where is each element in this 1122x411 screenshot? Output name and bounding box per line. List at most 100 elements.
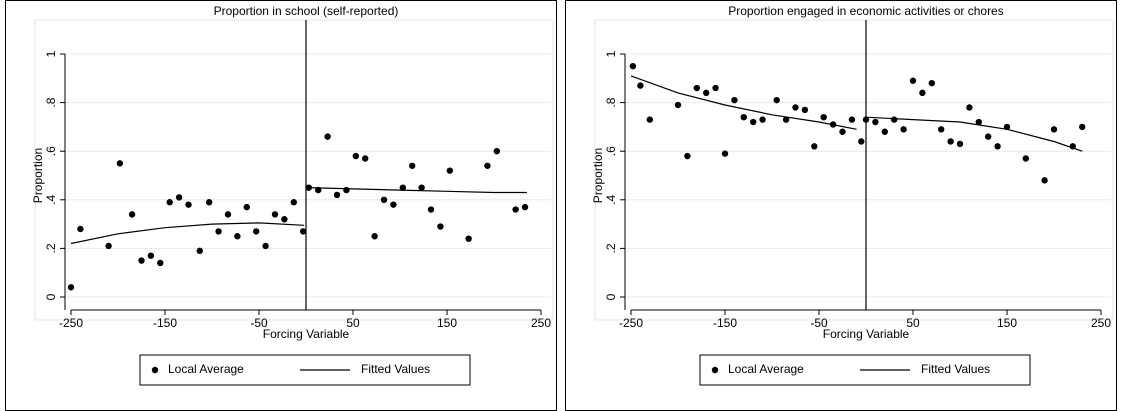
- local-average-point: [271, 211, 279, 218]
- chart-panel: Proportion in school (self-reported) 0 .2.…: [5, 0, 557, 411]
- local-average-point: [703, 89, 710, 97]
- x-tick-label: 50: [906, 316, 920, 330]
- local-average-point: [1050, 126, 1058, 133]
- local-average-point: [105, 242, 112, 250]
- x-tick-label: -250: [619, 316, 643, 330]
- local-average-point: [1022, 155, 1029, 162]
- local-average-point: [409, 162, 416, 169]
- legend-label: Fitted Values: [361, 362, 430, 376]
- local-average-point: [1079, 123, 1086, 131]
- y-tick-label: 1: [44, 50, 58, 57]
- local-average-point: [712, 84, 719, 92]
- local-average-point: [872, 118, 879, 126]
- local-average-point: [333, 191, 341, 199]
- local-average-point: [881, 128, 888, 135]
- local-average-point: [493, 148, 501, 155]
- local-average-point: [693, 84, 700, 92]
- legend-label: Fitted Values: [921, 362, 990, 376]
- x-axis-label: Forcing Variable: [823, 327, 910, 341]
- local-average-point: [909, 77, 917, 84]
- plot-frame: [594, 19, 1114, 321]
- local-average-point: [811, 143, 818, 150]
- local-average-point: [175, 194, 183, 201]
- local-average-point: [324, 133, 331, 140]
- local-average-point: [684, 152, 691, 160]
- x-tick-label: 50: [346, 316, 360, 330]
- local-average-point: [759, 116, 766, 123]
- x-tick-label: -250: [59, 316, 83, 330]
- fitted-line: [630, 75, 1083, 152]
- local-average-point: [352, 152, 360, 160]
- local-average-point: [362, 155, 369, 162]
- local-average-point: [862, 116, 870, 123]
- legend-box: [139, 354, 471, 386]
- local-average-point: [465, 235, 472, 242]
- panel-border: [5, 0, 557, 411]
- local-average-point: [731, 96, 738, 104]
- local-average-point: [947, 138, 954, 145]
- local-average-point: [215, 228, 222, 235]
- local-average-point: [138, 257, 145, 264]
- legend-marker: [711, 366, 719, 374]
- local-average-point: [290, 199, 297, 206]
- local-average-point: [205, 199, 213, 206]
- local-average-point: [975, 118, 982, 126]
- local-average-point: [185, 201, 192, 208]
- local-average-point: [67, 284, 75, 291]
- x-tick-label: 250: [531, 316, 551, 330]
- y-tick-label: .2: [604, 243, 618, 253]
- local-average-point: [938, 126, 945, 133]
- local-average-point: [1041, 177, 1048, 184]
- local-average-point: [521, 203, 529, 211]
- local-average-point: [252, 228, 260, 235]
- local-average-point: [446, 167, 454, 174]
- local-average-point: [792, 104, 799, 111]
- y-tick-label: .6: [44, 146, 58, 156]
- local-average-point: [646, 116, 653, 123]
- local-average-point: [371, 233, 378, 240]
- y-tick-label: .6: [604, 146, 618, 156]
- x-tick-label: -50: [250, 316, 268, 330]
- local-average-point: [390, 201, 397, 208]
- local-average-point: [380, 196, 388, 203]
- local-average-point: [782, 116, 790, 123]
- local-average-point: [740, 113, 747, 121]
- local-average-point: [721, 150, 729, 157]
- legend-marker: [151, 366, 159, 374]
- local-average-point: [418, 184, 425, 191]
- local-average-point: [157, 259, 164, 267]
- chart-title: Proportion in school (self-reported): [214, 4, 399, 18]
- y-tick-label: 0: [44, 293, 58, 300]
- y-tick-label: 0: [604, 293, 618, 300]
- local-average-point: [848, 116, 856, 123]
- y-tick-label: 1: [604, 50, 618, 57]
- local-average-point: [147, 252, 155, 259]
- local-average-point: [166, 199, 173, 206]
- local-average-point: [399, 184, 407, 191]
- x-tick-label: -50: [810, 316, 828, 330]
- local-average-point: [750, 118, 757, 126]
- x-tick-label: 150: [437, 316, 457, 330]
- local-average-point: [820, 113, 827, 121]
- y-axis-label: Proportion: [31, 148, 45, 203]
- local-average-point: [773, 96, 780, 104]
- panel-border: [565, 0, 1117, 411]
- y-axis-label: Proportion: [591, 148, 605, 203]
- plot-frame: [34, 19, 554, 321]
- x-tick-label: 150: [997, 316, 1017, 330]
- y-tick-label: .4: [44, 194, 58, 204]
- y-tick-label: .8: [604, 97, 618, 107]
- legend-label: Local Average: [728, 362, 804, 376]
- local-average-point: [928, 79, 935, 87]
- local-average-point: [196, 247, 203, 255]
- chart-panel: Proportion engaged in economic activitie…: [565, 0, 1117, 411]
- local-average-point: [427, 206, 435, 213]
- x-tick-label: -150: [153, 316, 177, 330]
- y-tick-label: .2: [44, 243, 58, 253]
- local-average-point: [116, 160, 124, 167]
- local-average-point: [343, 186, 350, 194]
- local-average-point: [900, 126, 907, 133]
- y-tick-label: .8: [44, 97, 58, 107]
